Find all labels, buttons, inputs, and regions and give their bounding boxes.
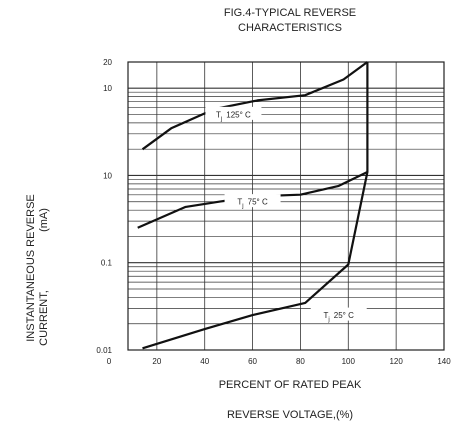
y-axis-title-line-3: (mA) (38, 208, 50, 232)
series-line-3 (142, 62, 369, 350)
curve-label-text: Tj 125° C (216, 110, 251, 122)
y-tick-label: 20 (103, 58, 112, 67)
y-tick-label: 0.1 (101, 259, 113, 268)
x-tick-label: 80 (296, 357, 305, 366)
x-tick-label: 140 (437, 357, 451, 366)
y-tick-label: 0.01 (96, 346, 112, 355)
x-axis-title: PERCENT OF RATED PEAK REVERSE VOLTAGE,(%… (219, 379, 362, 421)
y-axis-title-line-2: CURRENT, (38, 290, 50, 346)
series-line-1 (141, 61, 369, 151)
tick-labels: 0 20 40 60 80 100 120 140 0.01 0.1 10 10 20 (96, 58, 451, 366)
curve-label-1: Tj 125° C (205, 106, 262, 122)
chart-title-line-1: FIG.4-TYPICAL REVERSE (224, 7, 356, 19)
curve-label-3: Tj 25° C (310, 307, 367, 323)
x-axis-title-line-2: REVERSE VOLTAGE,(%) (227, 409, 353, 421)
x-tick-label: 40 (200, 357, 209, 366)
curve-labels: Tj 125° C Tj 75° C Tj 25° C (205, 106, 367, 323)
x-tick-label: 0 (107, 357, 112, 366)
curve-label-bg (224, 194, 281, 208)
x-tick-label: 20 (152, 357, 161, 366)
x-axis-title-line-1: PERCENT OF RATED PEAK (219, 379, 362, 391)
y-tick-label: 10 (103, 84, 112, 93)
curve-label-bg (310, 307, 367, 321)
curve-label-bg (205, 106, 262, 120)
curve-label-text: Tj 75° C (237, 198, 268, 210)
grid (127, 61, 445, 351)
y-tick-label: 10 (103, 171, 112, 180)
x-tick-label: 60 (248, 357, 257, 366)
chart-title: FIG.4-TYPICAL REVERSE CHARACTERISTICS (224, 7, 356, 34)
x-tick-label: 120 (389, 357, 403, 366)
curve-label-text: Tj 25° C (324, 311, 355, 323)
y-axis-title: INSTANTANEOUS REVERSE CURRENT, (mA) (25, 194, 50, 346)
y-axis-title-line-1: INSTANTANEOUS REVERSE (25, 194, 37, 342)
x-tick-label: 100 (342, 357, 356, 366)
plot-frame (127, 61, 445, 351)
curve-label-2: Tj 75° C (224, 194, 281, 210)
chart-title-line-2: CHARACTERISTICS (238, 22, 342, 34)
